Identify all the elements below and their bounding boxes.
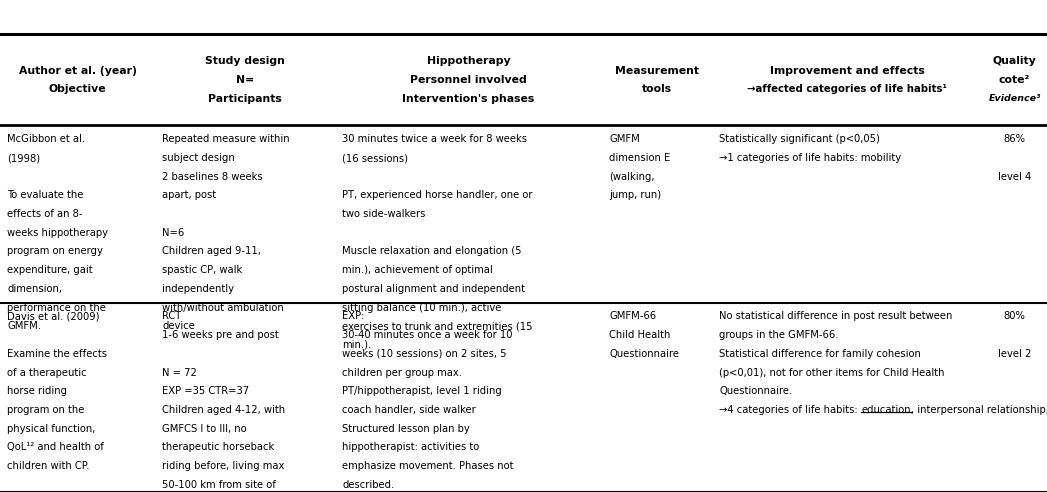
Text: No statistical difference in post result between: No statistical difference in post result… — [719, 311, 953, 321]
Text: PT, experienced horse handler, one or: PT, experienced horse handler, one or — [342, 190, 533, 200]
Text: Questionnaire.: Questionnaire. — [719, 386, 793, 396]
Text: two side-walkers: two side-walkers — [342, 209, 426, 219]
Text: N = 72: N = 72 — [162, 368, 197, 377]
Text: (walking,: (walking, — [609, 172, 654, 182]
Text: Evidence³: Evidence³ — [988, 94, 1041, 103]
Text: GMFM.: GMFM. — [7, 321, 41, 331]
Text: expenditure, gait: expenditure, gait — [7, 265, 93, 275]
Text: N=6: N=6 — [162, 228, 184, 238]
Text: Children aged 9-11,: Children aged 9-11, — [162, 246, 261, 256]
Text: therapeutic horseback: therapeutic horseback — [162, 442, 274, 452]
Text: Participants: Participants — [208, 93, 282, 104]
Text: exercises to trunk and extremities (15: exercises to trunk and extremities (15 — [342, 321, 533, 331]
Text: tools: tools — [642, 84, 672, 94]
Text: min.), achievement of optimal: min.), achievement of optimal — [342, 265, 493, 275]
Text: 30-40 minutes once a week for 10: 30-40 minutes once a week for 10 — [342, 330, 513, 340]
Text: device: device — [162, 321, 195, 331]
Text: (16 sessions): (16 sessions) — [342, 153, 408, 163]
Text: apart, post: apart, post — [162, 190, 217, 200]
Text: spastic CP, walk: spastic CP, walk — [162, 265, 243, 275]
Text: , interpersonal relationship, mobility,: , interpersonal relationship, mobility, — [911, 405, 1047, 415]
Text: groups in the GMFM-66.: groups in the GMFM-66. — [719, 330, 839, 340]
Text: Questionnaire: Questionnaire — [609, 349, 680, 359]
Text: Davis et al. (2009): Davis et al. (2009) — [7, 311, 99, 321]
Text: Objective: Objective — [48, 84, 107, 94]
Text: GMFM: GMFM — [609, 134, 640, 144]
Text: →4 categories of life habits:: →4 categories of life habits: — [719, 405, 861, 415]
Text: sitting balance (10 min.), active: sitting balance (10 min.), active — [342, 303, 502, 312]
Text: →1 categories of life habits: mobility: →1 categories of life habits: mobility — [719, 153, 901, 163]
Text: children with CP.: children with CP. — [7, 461, 90, 471]
Text: of a therapeutic: of a therapeutic — [7, 368, 87, 377]
Text: Statistical difference for family cohesion: Statistical difference for family cohesi… — [719, 349, 921, 359]
Text: McGibbon et al.: McGibbon et al. — [7, 134, 86, 144]
Text: cote²: cote² — [999, 75, 1030, 85]
Text: Statistically significant (p<0,05): Statistically significant (p<0,05) — [719, 134, 881, 144]
Text: horse riding: horse riding — [7, 386, 67, 396]
Text: (p<0,01), not for other items for Child Health: (p<0,01), not for other items for Child … — [719, 368, 944, 377]
Text: Structured lesson plan by: Structured lesson plan by — [342, 424, 470, 433]
Text: 1-6 weeks pre and post: 1-6 weeks pre and post — [162, 330, 280, 340]
Text: EXP:: EXP: — [342, 311, 364, 321]
Text: program on energy: program on energy — [7, 246, 104, 256]
Text: 50-100 km from site of: 50-100 km from site of — [162, 480, 276, 490]
Text: 86%: 86% — [1003, 134, 1026, 144]
Text: 80%: 80% — [1004, 311, 1025, 321]
Text: postural alignment and independent: postural alignment and independent — [342, 284, 526, 294]
Text: described.: described. — [342, 480, 395, 490]
Text: QoL¹² and health of: QoL¹² and health of — [7, 442, 105, 452]
Text: Personnel involved: Personnel involved — [410, 75, 527, 85]
Text: with/without ambulation: with/without ambulation — [162, 303, 284, 312]
Text: subject design: subject design — [162, 153, 235, 163]
Text: RCT: RCT — [162, 311, 181, 321]
Text: Quality: Quality — [993, 56, 1037, 66]
Text: Improvement and effects: Improvement and effects — [770, 65, 925, 76]
Text: emphasize movement. Phases not: emphasize movement. Phases not — [342, 461, 514, 471]
Text: dimension E: dimension E — [609, 153, 671, 163]
Text: Examine the effects: Examine the effects — [7, 349, 108, 359]
Text: education: education — [861, 405, 911, 415]
Text: Measurement: Measurement — [615, 65, 699, 76]
Text: Intervention's phases: Intervention's phases — [402, 93, 535, 104]
Text: Hippotherapy: Hippotherapy — [427, 56, 510, 66]
Text: effects of an 8-: effects of an 8- — [7, 209, 83, 219]
Text: independently: independently — [162, 284, 235, 294]
Text: dimension,: dimension, — [7, 284, 63, 294]
Text: jump, run): jump, run) — [609, 190, 662, 200]
Text: 30 minutes twice a week for 8 weeks: 30 minutes twice a week for 8 weeks — [342, 134, 528, 144]
Text: program on the: program on the — [7, 405, 85, 415]
Text: performance on the: performance on the — [7, 303, 106, 312]
Text: Author et al. (year): Author et al. (year) — [19, 65, 136, 76]
Text: Study design: Study design — [205, 56, 285, 66]
Text: (1998): (1998) — [7, 153, 41, 163]
Text: riding before, living max: riding before, living max — [162, 461, 285, 471]
Text: coach handler, side walker: coach handler, side walker — [342, 405, 476, 415]
Text: GMFM-66: GMFM-66 — [609, 311, 656, 321]
Text: level 4: level 4 — [998, 172, 1031, 182]
Text: To evaluate the: To evaluate the — [7, 190, 84, 200]
Text: PT/hippotherapist, level 1 riding: PT/hippotherapist, level 1 riding — [342, 386, 503, 396]
Text: Children aged 4-12, with: Children aged 4-12, with — [162, 405, 286, 415]
Text: Repeated measure within: Repeated measure within — [162, 134, 290, 144]
Text: physical function,: physical function, — [7, 424, 95, 433]
Text: GMFCS I to III, no: GMFCS I to III, no — [162, 424, 247, 433]
Text: EXP =35 CTR=37: EXP =35 CTR=37 — [162, 386, 249, 396]
Text: N=: N= — [236, 75, 254, 85]
Text: →affected categories of life habits¹: →affected categories of life habits¹ — [747, 84, 948, 94]
Text: Muscle relaxation and elongation (5: Muscle relaxation and elongation (5 — [342, 246, 521, 256]
Text: 2 baselines 8 weeks: 2 baselines 8 weeks — [162, 172, 263, 182]
Text: weeks (10 sessions) on 2 sites, 5: weeks (10 sessions) on 2 sites, 5 — [342, 349, 507, 359]
Text: Child Health: Child Health — [609, 330, 671, 340]
Text: hippotherapist: activities to: hippotherapist: activities to — [342, 442, 480, 452]
Text: min.).: min.). — [342, 340, 372, 350]
Text: weeks hippotherapy: weeks hippotherapy — [7, 228, 108, 238]
Text: level 2: level 2 — [998, 349, 1031, 359]
Text: children per group max.: children per group max. — [342, 368, 463, 377]
